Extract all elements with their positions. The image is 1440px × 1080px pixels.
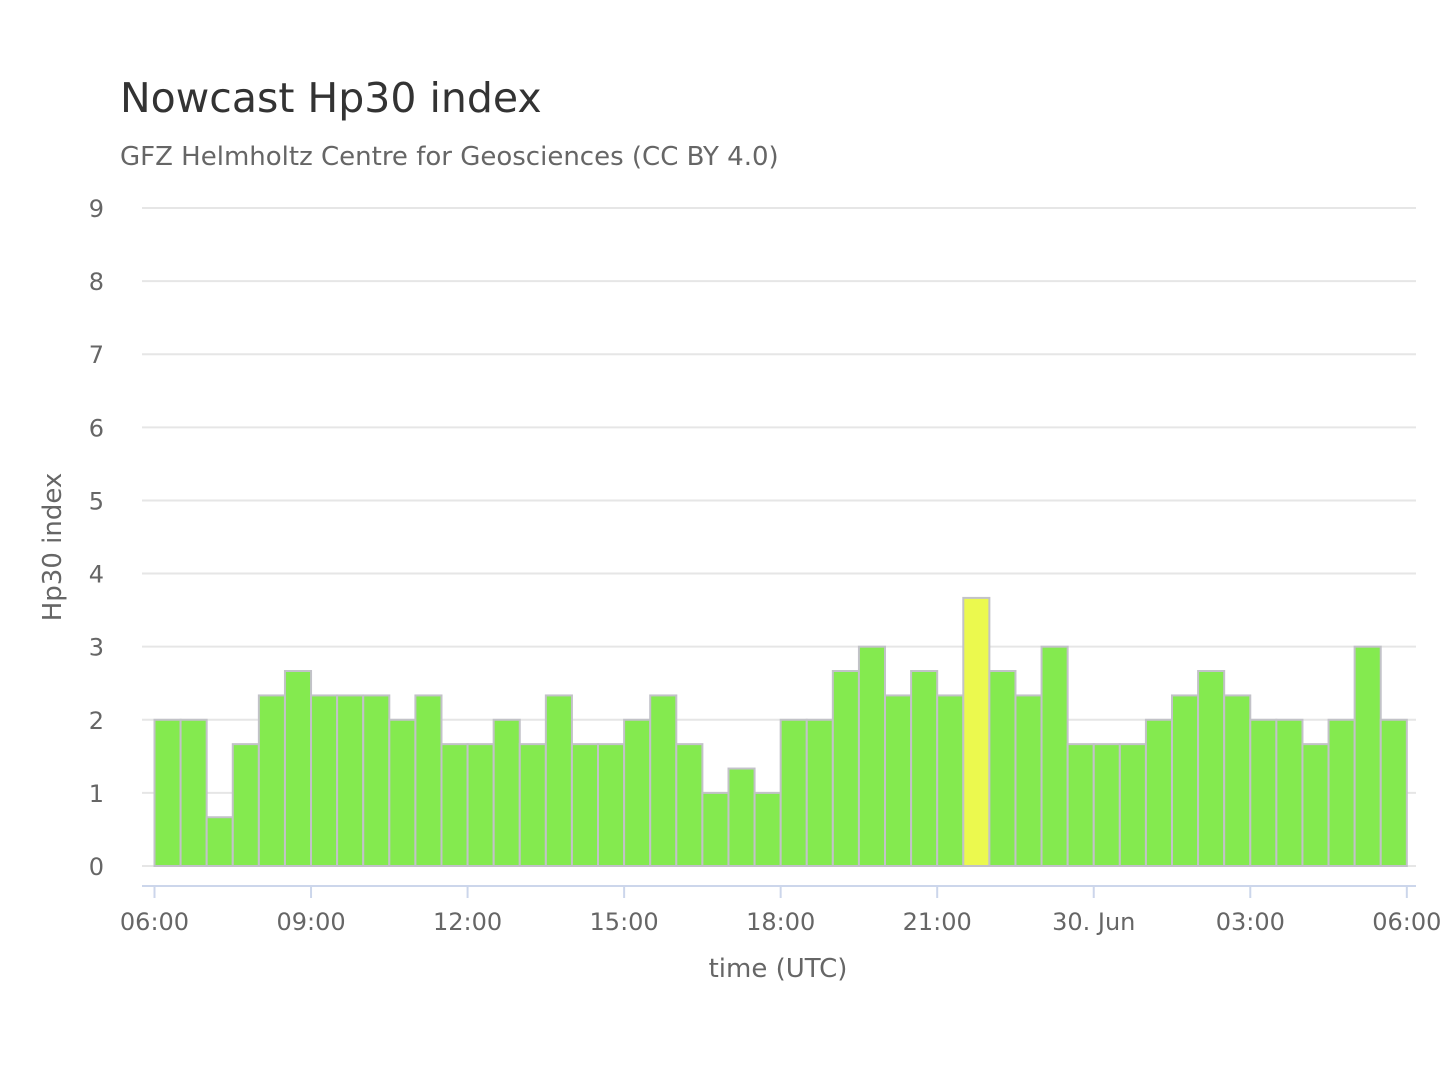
bar[interactable] xyxy=(597,743,626,867)
bar[interactable] xyxy=(492,718,521,867)
bar[interactable] xyxy=(336,694,365,867)
bar[interactable] xyxy=(1353,645,1382,868)
y-tick-label: 2 xyxy=(89,707,104,735)
bar[interactable] xyxy=(701,791,730,868)
bar[interactable] xyxy=(440,743,469,867)
bar[interactable] xyxy=(231,743,260,867)
bar[interactable] xyxy=(283,670,313,868)
bar[interactable] xyxy=(831,670,860,868)
bar[interactable] xyxy=(310,694,339,867)
chart-title: Nowcast Hp30 index xyxy=(120,74,542,122)
y-tick-label: 0 xyxy=(89,853,104,881)
x-tick-label: 30. Jun xyxy=(1052,908,1135,936)
bar-series xyxy=(153,596,1408,868)
bar[interactable] xyxy=(884,694,913,867)
x-axis-labels: 06:00 09:00 12:00 15:00 18:00 21:00 30. Jun 03:… xyxy=(120,908,1440,936)
bar[interactable] xyxy=(388,718,417,867)
gridlines xyxy=(142,207,1416,867)
bar[interactable] xyxy=(1040,645,1069,868)
y-tick-label: 3 xyxy=(89,634,104,662)
bar[interactable] xyxy=(153,718,182,867)
bar[interactable] xyxy=(1249,718,1278,867)
bar[interactable] xyxy=(936,694,965,867)
x-tick-label: 15:00 xyxy=(590,908,659,936)
x-tick-label: 12:00 xyxy=(433,908,502,936)
bar[interactable] xyxy=(362,694,391,867)
y-tick-label: 9 xyxy=(89,195,104,223)
x-axis-title: time (UTC) xyxy=(709,954,848,984)
bar[interactable] xyxy=(544,694,573,867)
bar[interactable] xyxy=(1301,743,1330,867)
y-tick-label: 7 xyxy=(89,341,104,369)
y-tick-label: 4 xyxy=(89,561,104,589)
bar[interactable] xyxy=(910,670,939,868)
bar[interactable] xyxy=(1275,718,1304,867)
bar[interactable] xyxy=(1014,694,1043,867)
bar[interactable] xyxy=(1379,718,1408,867)
y-tick-label: 6 xyxy=(89,414,104,442)
bar[interactable] xyxy=(257,694,286,867)
bar[interactable] xyxy=(753,791,782,868)
x-tick-label: 06:00 xyxy=(1372,908,1440,936)
bar[interactable] xyxy=(779,718,808,867)
bar[interactable] xyxy=(727,767,756,868)
x-tick-label: 06:00 xyxy=(120,908,189,936)
x-tick-label: 18:00 xyxy=(746,908,815,936)
bar[interactable] xyxy=(857,645,887,868)
y-tick-label: 1 xyxy=(89,780,104,808)
bar[interactable] xyxy=(623,718,652,867)
y-axis: 0 1 2 3 4 5 6 7 8 9 xyxy=(89,195,104,881)
x-axis xyxy=(142,885,1416,898)
chart-subtitle: GFZ Helmholtz Centre for Geosciences (CC… xyxy=(120,142,779,172)
bar[interactable] xyxy=(1066,743,1095,867)
bar[interactable] xyxy=(179,718,208,867)
y-tick-label: 5 xyxy=(89,487,104,515)
bar[interactable] xyxy=(1171,694,1200,867)
y-axis-title: Hp30 index xyxy=(38,473,68,622)
bar[interactable] xyxy=(1092,743,1121,867)
bar[interactable] xyxy=(518,743,547,867)
x-tick-label: 21:00 xyxy=(903,908,972,936)
bar[interactable] xyxy=(1223,694,1252,867)
bar[interactable] xyxy=(414,694,443,867)
bar[interactable] xyxy=(466,743,495,867)
bar[interactable] xyxy=(1197,670,1226,868)
x-tick-label: 03:00 xyxy=(1216,908,1285,936)
bar[interactable] xyxy=(1144,718,1174,867)
bar[interactable] xyxy=(1118,743,1147,867)
x-tick-label: 09:00 xyxy=(276,908,345,936)
y-tick-label: 8 xyxy=(89,268,104,296)
bar[interactable] xyxy=(962,596,991,867)
bar[interactable] xyxy=(205,816,234,867)
bar[interactable] xyxy=(570,743,600,867)
bar[interactable] xyxy=(675,743,704,867)
bar[interactable] xyxy=(988,670,1017,868)
bar[interactable] xyxy=(1327,718,1356,867)
bar[interactable] xyxy=(805,718,834,867)
bar[interactable] xyxy=(649,694,678,867)
